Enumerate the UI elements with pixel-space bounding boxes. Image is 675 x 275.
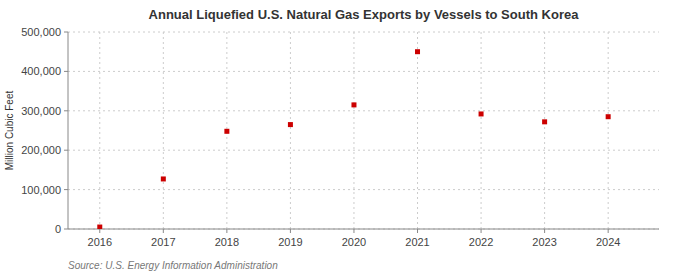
grid-line [68, 32, 659, 33]
tick-mark [481, 229, 482, 233]
grid-line [290, 32, 291, 229]
tick-label: 300,000 [21, 105, 61, 117]
tick-mark [99, 229, 100, 233]
tick-mark [64, 110, 68, 111]
x-axis-line [68, 229, 659, 230]
point [224, 129, 229, 134]
chart: 0 100,000 200,000 300,000 400,000 500,000 2016… [0, 0, 675, 275]
tick-label: 2017 [151, 236, 175, 248]
tick-label: 400,000 [21, 65, 61, 77]
tick-label: 2021 [405, 236, 429, 248]
tick-mark [608, 229, 609, 233]
grid-line [417, 32, 418, 229]
points [97, 49, 610, 229]
tick-mark [64, 32, 68, 33]
grid-line [68, 150, 659, 151]
grid-line [481, 32, 482, 229]
plot-area [68, 32, 659, 229]
tick-label: 2023 [532, 236, 556, 248]
tick-label: 2024 [596, 236, 620, 248]
grid-line [68, 189, 659, 190]
tick-mark [353, 229, 354, 233]
grid-line [353, 32, 354, 229]
grid [68, 32, 659, 229]
grid-line [544, 32, 545, 229]
tick-label: 2018 [215, 236, 239, 248]
point [161, 176, 166, 181]
tick-label: 2022 [469, 236, 493, 248]
point [415, 49, 420, 54]
tick-mark [64, 71, 68, 72]
grid-line [608, 32, 609, 229]
tick-label: 2019 [278, 236, 302, 248]
point [97, 225, 102, 229]
tick-label: 100,000 [21, 184, 61, 196]
tick-label: 0 [55, 223, 61, 235]
tick-mark [64, 189, 68, 190]
tick-mark [290, 229, 291, 233]
grid-line [68, 71, 659, 72]
tick-mark [64, 150, 68, 151]
grid-line [68, 229, 659, 230]
point [542, 119, 547, 124]
grid-line [99, 32, 100, 229]
y-axis-line [68, 32, 69, 229]
tick-mark [163, 229, 164, 233]
tick-mark [544, 229, 545, 233]
point [351, 102, 356, 107]
point [479, 111, 484, 116]
tick-label: 200,000 [21, 144, 61, 156]
tick-label: 500,000 [21, 26, 61, 38]
y-axis-label: Million Cubic Feet [4, 91, 15, 171]
grid-line [68, 110, 659, 111]
tick-mark [226, 229, 227, 233]
point [288, 122, 293, 127]
title: Annual Liquefied U.S. Natural Gas Export… [149, 7, 580, 22]
point [606, 114, 611, 119]
tick-label: 2020 [342, 236, 366, 248]
grid-line [163, 32, 164, 229]
tick-label: 2016 [88, 236, 112, 248]
axes: 0 100,000 200,000 300,000 400,000 500,000 2016… [21, 26, 659, 248]
tick-mark [64, 229, 68, 230]
source: Source: U.S. Energy Information Administ… [68, 260, 278, 271]
tick-mark [417, 229, 418, 233]
